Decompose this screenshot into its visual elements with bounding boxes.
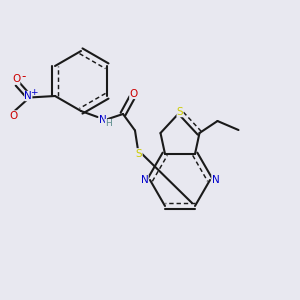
Text: S: S [177,107,183,117]
Text: S: S [136,148,142,159]
Text: N: N [24,91,32,101]
Text: S: S [136,148,142,159]
Text: +: + [30,88,38,97]
Text: -: - [21,70,26,83]
Text: N: N [141,175,148,185]
Text: O: O [12,74,20,85]
Text: N: N [99,115,107,125]
Text: O: O [129,89,138,99]
Text: O: O [9,110,17,121]
Text: H: H [105,119,112,128]
Text: N: N [212,175,219,185]
